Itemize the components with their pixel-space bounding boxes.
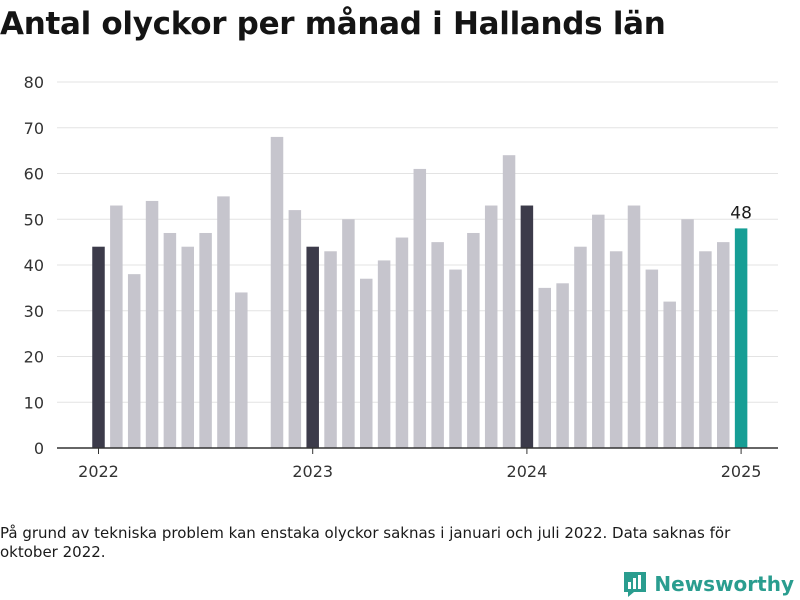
bar-2022-08 — [217, 196, 230, 448]
bar-2022-03 — [127, 274, 141, 448]
y-tick-label: 10 — [24, 393, 44, 412]
y-tick-label: 80 — [24, 73, 44, 92]
x-tick-label: 2024 — [507, 462, 548, 480]
bar-chart: 0 10 20 30 40 50 60 70 80 48 2022 2023 2024 2025 — [24, 73, 778, 480]
bar-2023-10 — [467, 232, 480, 448]
bar-2022-11 — [270, 136, 284, 448]
footnote: På grund av tekniska problem kan enstaka… — [0, 524, 731, 561]
bar-2022-07 — [199, 232, 212, 448]
bar-2022-01 — [92, 246, 105, 448]
y-axis-ticks: 0 10 20 30 40 50 60 70 80 — [24, 73, 44, 458]
y-tick-label: 70 — [24, 119, 44, 138]
bar-2022-04 — [145, 200, 159, 448]
y-tick-label: 30 — [24, 302, 44, 321]
x-tick-label: 2025 — [721, 462, 762, 480]
bar-2023-07 — [413, 168, 427, 449]
bar-2024-07 — [627, 205, 641, 448]
bar-2024-02 — [538, 287, 551, 448]
bar-2024-05 — [592, 214, 605, 448]
bar-2022-12 — [288, 210, 302, 448]
y-tick-label: 40 — [24, 256, 44, 275]
latest-value-label: 48 — [730, 203, 752, 223]
bar-2022-09 — [235, 292, 248, 448]
bar-2023-12 — [502, 155, 516, 448]
brand-logo[interactable]: Newsworthy — [622, 568, 794, 600]
bar-2023-04 — [360, 278, 373, 448]
bar-2022-02 — [110, 205, 123, 448]
bar-2024-09 — [663, 301, 676, 448]
y-tick-label: 0 — [34, 439, 44, 458]
bar-2025-01 — [734, 228, 748, 448]
data-labels: 48 — [730, 203, 752, 223]
brand-name: Newsworthy — [654, 572, 794, 596]
bar-2024-12 — [717, 242, 730, 448]
x-tick-label: 2023 — [292, 462, 333, 480]
bar-2024-04 — [574, 246, 587, 448]
bar-2023-05 — [377, 260, 391, 448]
bar-2023-09 — [449, 269, 462, 448]
x-axis: 2022 2023 2024 2025 — [57, 447, 778, 480]
bar-2024-11 — [699, 251, 712, 448]
bar-2022-05 — [163, 232, 177, 448]
bars — [92, 136, 748, 449]
y-tick-label: 60 — [24, 165, 44, 184]
bar-2024-06 — [609, 251, 623, 448]
bar-2023-11 — [484, 205, 498, 448]
bar-2024-08 — [645, 269, 659, 448]
y-tick-label: 20 — [24, 348, 44, 367]
bar-2022-06 — [181, 246, 194, 448]
bar-2024-10 — [681, 219, 694, 448]
newsworthy-logo-icon — [624, 572, 647, 597]
x-tick-label: 2022 — [78, 462, 119, 480]
bar-2023-02 — [324, 251, 337, 448]
bar-2024-03 — [556, 283, 569, 448]
y-tick-label: 50 — [24, 210, 44, 229]
bar-2023-03 — [342, 219, 355, 448]
bar-2023-06 — [395, 237, 409, 448]
bar-2023-08 — [431, 242, 444, 448]
bar-2023-01 — [306, 246, 319, 448]
bar-2024-01 — [520, 205, 534, 448]
chart-title: Antal olyckor per månad i Hallands län — [0, 6, 666, 42]
